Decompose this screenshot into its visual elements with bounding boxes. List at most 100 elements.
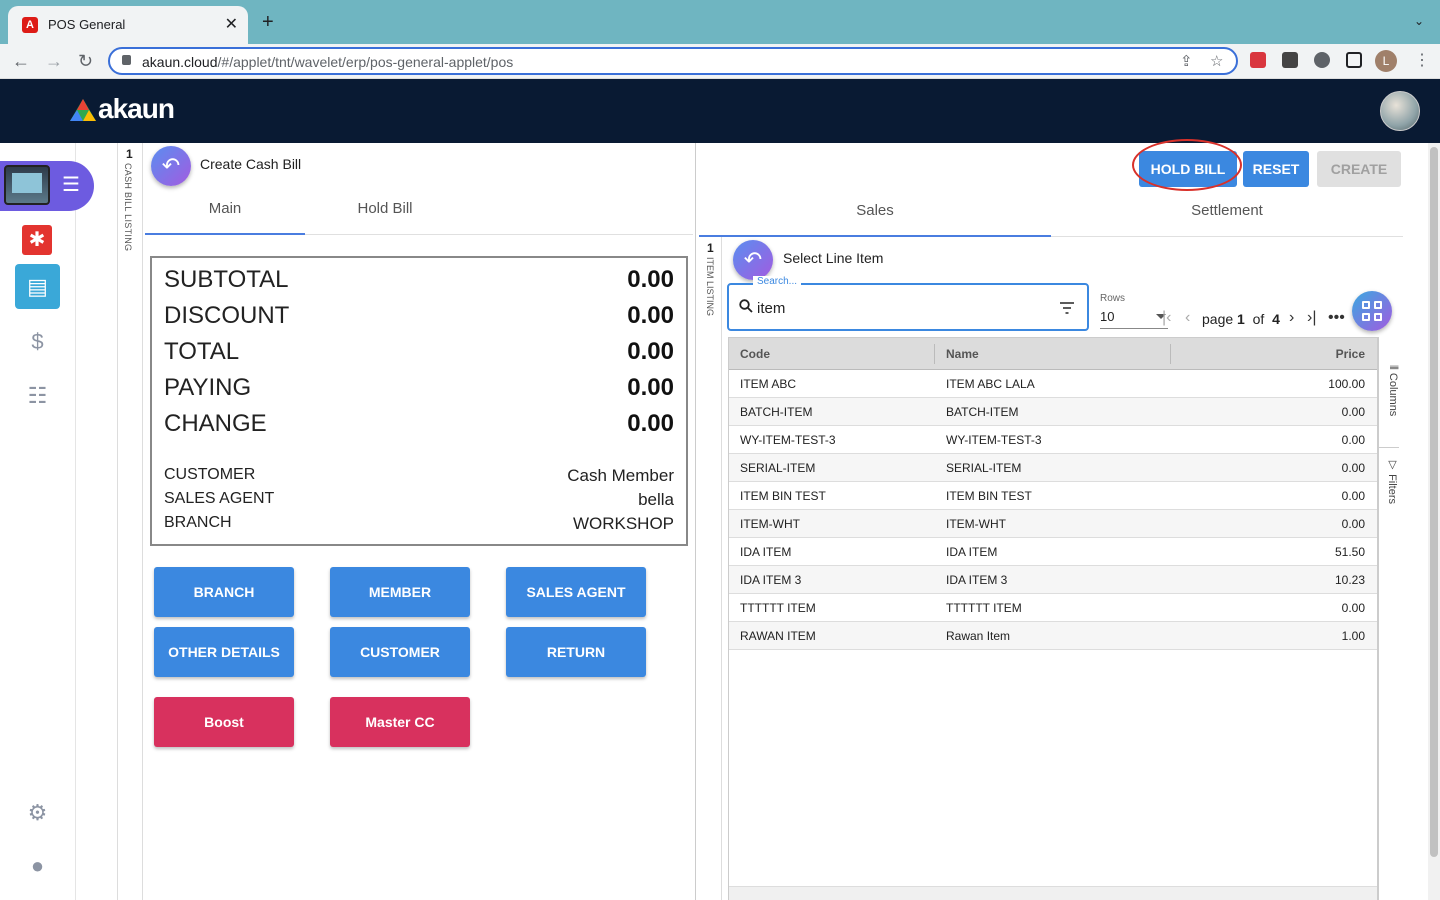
cash-register-icon[interactable]: ▤ — [15, 264, 60, 309]
profile-icon[interactable]: ● — [30, 853, 45, 878]
table-header: Code Name Price — [729, 338, 1377, 370]
gear-icon[interactable]: ⚙ — [27, 800, 48, 825]
first-page-icon[interactable]: |‹ — [1162, 309, 1172, 326]
master-cc-payment-button[interactable]: Master CC — [330, 697, 470, 747]
address-bar[interactable]: akaun.cloud/#/applet/tnt/wavelet/erp/pos… — [108, 47, 1238, 75]
member-button[interactable]: MEMBER — [330, 567, 470, 617]
branch-button[interactable]: BRANCH — [154, 567, 294, 617]
browser-toolbar: ← → ↻ akaun.cloud/#/applet/tnt/wavelet/e… — [0, 44, 1440, 79]
cell-code: BATCH-ITEM — [740, 405, 813, 419]
cell-code: IDA ITEM 3 — [740, 573, 802, 587]
table-row[interactable]: IDA ITEM IDA ITEM 51.50 — [729, 538, 1377, 566]
column-header-code[interactable]: Code — [740, 347, 770, 361]
browser-menu-icon[interactable]: ⋮ — [1414, 52, 1430, 69]
cell-code: ITEM-WHT — [740, 517, 800, 531]
info-label: BRANCH — [164, 514, 232, 531]
grid-cell-icon — [1362, 301, 1370, 309]
previous-page-icon[interactable]: ‹ — [1185, 309, 1191, 326]
share-icon[interactable]: ⇪ — [1180, 53, 1193, 70]
info-row-customer: CUSTOMER Cash Member — [164, 466, 674, 488]
info-row-sales-agent: SALES AGENT bella — [164, 490, 674, 512]
tab-title: POS General — [48, 17, 126, 32]
tab-settlement[interactable]: Settlement — [1191, 202, 1263, 219]
filters-tool-tab[interactable]: ▽ Filters — [1379, 447, 1399, 504]
column-header-price[interactable]: Price — [1335, 347, 1365, 361]
list-icon[interactable]: ☷ — [27, 383, 48, 408]
column-separator[interactable] — [934, 344, 935, 364]
rows-select[interactable]: 10 — [1100, 309, 1168, 329]
search-icon — [739, 299, 753, 313]
search-input[interactable]: item — [757, 300, 786, 317]
table-row[interactable]: ITEM ABC ITEM ABC LALA 100.00 — [729, 370, 1377, 398]
table-row[interactable]: TTTTTT ITEM TTTTTT ITEM 0.00 — [729, 594, 1377, 622]
summary-value: 0.00 — [627, 338, 674, 365]
search-legend: Search... — [753, 276, 802, 287]
extensions-puzzle-icon[interactable] — [1314, 52, 1330, 68]
back-arrow-icon[interactable]: ← — [12, 51, 30, 71]
table-row[interactable]: ITEM BIN TEST ITEM BIN TEST 0.00 — [729, 482, 1377, 510]
next-page-icon[interactable]: › — [1289, 309, 1295, 326]
side-panel-icon[interactable] — [1346, 52, 1362, 68]
last-page-icon[interactable]: ›| — [1307, 309, 1317, 326]
create-button[interactable]: CREATE — [1317, 151, 1401, 187]
cell-price: 10.23 — [1334, 573, 1365, 587]
info-value: Cash Member — [567, 466, 674, 485]
browser-profile-avatar[interactable]: L — [1375, 50, 1397, 72]
item-back-button[interactable]: ↶ — [733, 240, 773, 280]
cell-price: 1.00 — [1341, 629, 1365, 643]
table-row[interactable]: BATCH-ITEM BATCH-ITEM 0.00 — [729, 398, 1377, 426]
scrollbar-thumb[interactable] — [1430, 147, 1438, 857]
return-button[interactable]: RETURN — [506, 627, 646, 677]
grid-view-button[interactable] — [1352, 291, 1392, 331]
columns-tool-tab[interactable]: ⦀ Columns — [1387, 365, 1399, 417]
summary-value: 0.00 — [627, 266, 674, 293]
cell-name: IDA ITEM 3 — [946, 573, 1008, 587]
boost-payment-button[interactable]: Boost — [154, 697, 294, 747]
table-row[interactable]: ITEM-WHT ITEM-WHT 0.00 — [729, 510, 1377, 538]
more-options-icon[interactable]: ••• — [1328, 309, 1345, 326]
search-field[interactable]: Search... item — [727, 276, 1089, 331]
user-avatar[interactable] — [1380, 91, 1420, 131]
reset-button[interactable]: RESET — [1243, 151, 1309, 187]
item-table: Code Name Price ITEM ABC ITEM ABC LALA 100… — [728, 337, 1378, 900]
sidebar-item-pos[interactable]: ☰ — [0, 161, 94, 211]
cell-name: SERIAL-ITEM — [946, 461, 1022, 475]
page-scrollbar[interactable] — [1428, 143, 1440, 900]
grid-cell-icon — [1374, 301, 1382, 309]
summary-value: 0.00 — [627, 374, 674, 401]
column-separator[interactable] — [1170, 344, 1171, 364]
tab-main[interactable]: Main — [145, 193, 305, 235]
cash-bill-listing-strip[interactable]: 1 CASH BILL LISTING — [117, 143, 143, 900]
extension-red-icon[interactable] — [1250, 52, 1266, 68]
cell-code: ITEM BIN TEST — [740, 489, 826, 503]
pdf-icon[interactable]: ✱ — [22, 225, 52, 255]
bookmark-star-icon[interactable]: ☆ — [1210, 53, 1224, 70]
close-tab-icon[interactable]: ✕ — [224, 16, 238, 33]
reload-icon[interactable]: ↻ — [78, 51, 94, 71]
other-details-button[interactable]: OTHER DETAILS — [154, 627, 294, 677]
filters-tab-label: Filters — [1386, 474, 1398, 505]
strip-label: CASH BILL LISTING — [123, 163, 133, 252]
forward-arrow-icon[interactable]: → — [45, 51, 63, 71]
column-header-name[interactable]: Name — [946, 347, 979, 361]
menu-toggle-icon[interactable]: ☰ — [62, 174, 80, 196]
dollar-icon[interactable]: $ — [31, 329, 44, 354]
table-row[interactable]: WY-ITEM-TEST-3 WY-ITEM-TEST-3 0.00 — [729, 426, 1377, 454]
table-row[interactable]: SERIAL-ITEM SERIAL-ITEM 0.00 — [729, 454, 1377, 482]
tab-sales[interactable]: Sales — [699, 195, 1051, 237]
table-row[interactable]: IDA ITEM 3 IDA ITEM 3 10.23 — [729, 566, 1377, 594]
customer-button[interactable]: CUSTOMER — [330, 627, 470, 677]
table-row[interactable]: RAWAN ITEM Rawan Item 1.00 — [729, 622, 1377, 650]
back-button[interactable]: ↶ — [151, 146, 191, 186]
tab-search-chevron-icon[interactable]: ⌄ — [1413, 14, 1424, 28]
tab-hold-bill[interactable]: Hold Bill — [357, 200, 413, 217]
extension-dark-icon[interactable] — [1282, 52, 1298, 68]
cell-name: ITEM-WHT — [946, 517, 1006, 531]
item-listing-strip[interactable]: 1 ITEM LISTING — [700, 237, 722, 900]
filter-list-icon[interactable] — [1059, 301, 1075, 315]
browser-tab[interactable]: A POS General ✕ — [8, 6, 248, 44]
sales-agent-button[interactable]: SALES AGENT — [506, 567, 646, 617]
summary-label: SUBTOTAL — [164, 266, 289, 293]
new-tab-button[interactable]: + — [262, 11, 274, 33]
horizontal-scrollbar[interactable] — [729, 886, 1377, 900]
